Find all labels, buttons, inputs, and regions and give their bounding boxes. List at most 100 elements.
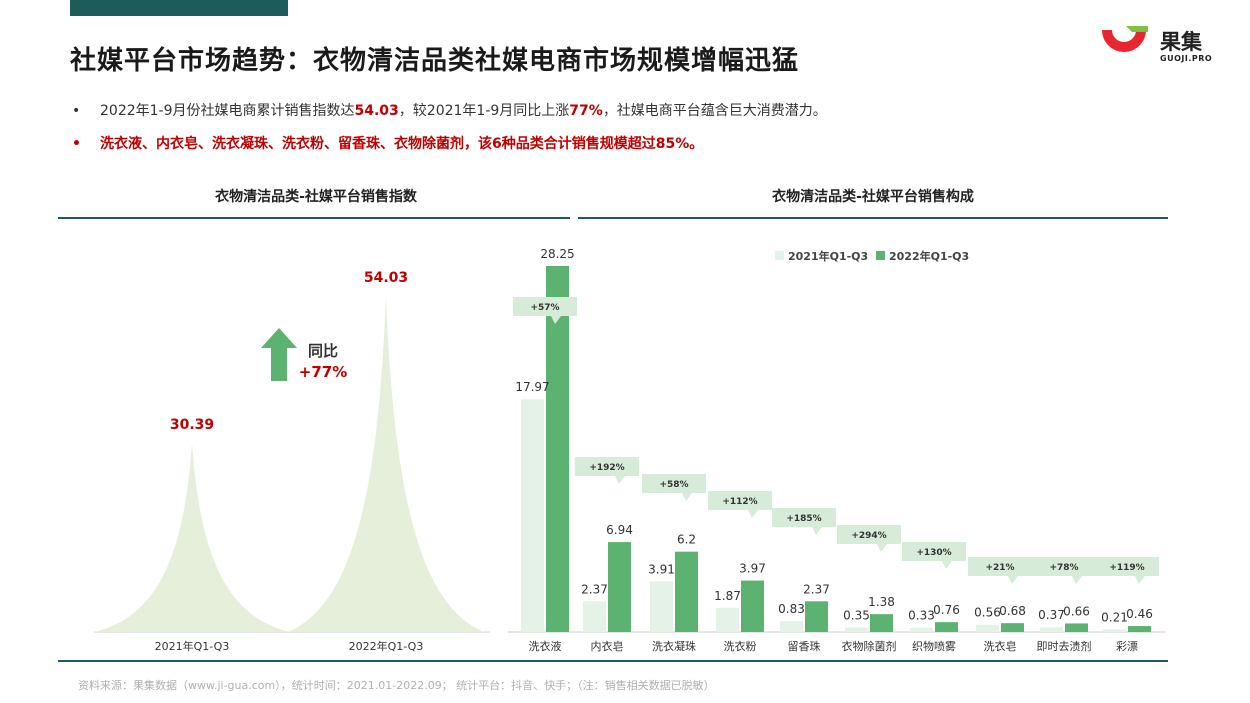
bar-2021-6 <box>910 627 933 632</box>
bullet-dot: • <box>72 136 81 152</box>
bar-2022-value-label-3: 3.97 <box>739 562 766 576</box>
bar-2022-8 <box>1065 623 1088 632</box>
bar-2022-7 <box>1001 623 1024 632</box>
bar-2021-value-label-9: 0.21 <box>1101 610 1128 624</box>
bar-category-label-1: 内衣皂 <box>591 639 624 653</box>
guoji-logo: 果集 GUOJI.PRO <box>1098 24 1243 68</box>
index-category-label-1: 2022年Q1-Q3 <box>349 639 424 653</box>
bar-category-label-3: 洗衣粉 <box>724 639 757 653</box>
bar-2022-value-label-4: 2.37 <box>803 582 830 596</box>
bar-2021-3 <box>716 607 739 632</box>
bar-2021-value-label-8: 0.37 <box>1038 608 1065 622</box>
legend-swatch-2021 <box>775 251 784 260</box>
growth-callout-label-6: +130% <box>916 548 951 558</box>
bar-2021-value-label-4: 0.83 <box>778 602 805 616</box>
index-peak-1 <box>288 296 484 632</box>
bar-2022-5 <box>870 614 893 632</box>
bar-category-label-6: 织物喷雾 <box>912 639 956 653</box>
bar-2021-0 <box>521 399 544 632</box>
bullet-1-text-b: ，较2021年1-9月同比上涨 <box>398 103 570 119</box>
index-value-label-0: 30.39 <box>170 417 214 433</box>
legend-label-2022: 2022年Q1-Q3 <box>889 249 969 263</box>
bar-2021-7 <box>976 624 999 632</box>
legend-label-2021: 2021年Q1-Q3 <box>788 249 868 263</box>
growth-callout-label-1: +192% <box>589 463 624 473</box>
bullet-1-text-c: ，社媒电商平台蕴含巨大消费潜力。 <box>602 103 827 119</box>
bar-2021-value-label-6: 0.33 <box>908 609 935 623</box>
bullet-1-value-index: 54.03 <box>354 103 399 119</box>
logo-name: 果集 <box>1160 30 1202 54</box>
bullet-2-text: 洗衣液、内衣皂、洗衣凝珠、洗衣粉、留香珠、衣物除菌剂，该6种品类合计销售规模超过… <box>100 136 704 152</box>
logo-domain: GUOJI.PRO <box>1160 54 1213 63</box>
bullet-summary: • 2022年1-9月份社媒电商累计销售指数达54.03，较2021年1-9月同比… <box>72 100 827 120</box>
left-panel-rule <box>58 217 570 219</box>
bar-2022-1 <box>608 542 631 632</box>
bar-2021-value-label-7: 0.56 <box>974 606 1001 620</box>
bar-2022-value-label-6: 0.76 <box>933 603 960 617</box>
bar-2022-4 <box>805 601 828 632</box>
growth-label: 同比 <box>308 342 338 360</box>
bottom-rule <box>58 660 1168 662</box>
growth-callout-label-4: +185% <box>786 514 821 524</box>
right-panel-rule <box>578 217 1168 219</box>
growth-callout-6 <box>902 542 966 569</box>
page-title: 社媒平台市场趋势：衣物清洁品类社媒电商市场规模增幅迅猛 <box>70 46 800 76</box>
growth-callout-1 <box>575 457 639 484</box>
index-value-label-1: 54.03 <box>364 270 408 286</box>
bar-2022-value-label-8: 0.66 <box>1063 604 1090 618</box>
bar-2022-6 <box>935 622 958 632</box>
bar-2021-value-label-0: 17.97 <box>515 380 549 394</box>
bar-2022-value-label-1: 6.94 <box>606 523 633 537</box>
growth-callout-0 <box>513 297 577 324</box>
bar-category-label-2: 洗衣凝珠 <box>652 639 696 653</box>
bar-2022-value-label-2: 6.2 <box>677 533 696 547</box>
growth-callout-label-2: +58% <box>659 480 688 490</box>
top-accent-bar <box>70 0 288 16</box>
bar-2022-value-label-0: 28.25 <box>540 247 574 261</box>
growth-callout-label-9: +119% <box>1109 563 1144 573</box>
bar-2021-value-label-1: 2.37 <box>581 582 608 596</box>
growth-callout-2 <box>642 474 706 501</box>
right-panel-title: 衣物清洁品类-社媒平台销售构成 <box>772 189 974 205</box>
bar-category-label-0: 洗衣液 <box>529 639 562 653</box>
bar-2021-1 <box>583 601 606 632</box>
bar-category-label-8: 即时去渍剂 <box>1037 639 1092 653</box>
bar-2021-5 <box>845 627 868 632</box>
growth-callout-9 <box>1095 557 1159 584</box>
growth-callout-3 <box>708 491 772 518</box>
bar-category-label-4: 留香珠 <box>788 639 821 653</box>
growth-callout-label-8: +78% <box>1049 563 1078 573</box>
legend-swatch-2022 <box>876 251 885 260</box>
growth-value: +77% <box>299 363 347 381</box>
bar-2021-4 <box>780 621 803 632</box>
bar-2022-value-label-5: 1.38 <box>868 595 895 609</box>
growth-callout-8 <box>1032 557 1096 584</box>
source-footnote: 资料来源：果集数据（www.ji-gua.com），统计时间：2021.01-2… <box>78 679 715 692</box>
index-peak-0 <box>94 443 290 632</box>
growth-callout-4 <box>772 508 836 535</box>
bar-2021-value-label-3: 1.87 <box>714 589 741 603</box>
growth-callout-label-3: +112% <box>722 497 757 507</box>
bar-2021-value-label-5: 0.35 <box>843 608 870 622</box>
bar-2021-2 <box>650 581 673 632</box>
bar-2022-3 <box>741 580 764 632</box>
bar-2022-value-label-7: 0.68 <box>999 604 1026 618</box>
growth-up-arrow-icon <box>261 328 297 381</box>
bar-2022-value-label-9: 0.46 <box>1126 607 1153 621</box>
bar-category-label-5: 衣物除菌剂 <box>842 639 897 653</box>
bar-category-label-9: 彩漂 <box>1116 640 1138 653</box>
bar-2021-9 <box>1103 629 1126 632</box>
bullet-categories: • 洗衣液、内衣皂、洗衣凝珠、洗衣粉、留香珠、衣物除菌剂，该6种品类合计销售规模超… <box>72 133 703 153</box>
bar-2021-8 <box>1040 627 1063 632</box>
growth-callout-7 <box>968 557 1032 584</box>
growth-callout-label-0: +57% <box>530 303 559 313</box>
bar-2022-2 <box>675 551 698 632</box>
bullet-1-value-growth: 77% <box>569 103 603 119</box>
bullet-1-text-a: 2022年1-9月份社媒电商累计销售指数达 <box>100 103 355 119</box>
index-category-label-0: 2021年Q1-Q3 <box>155 639 230 653</box>
bar-2021-value-label-2: 3.91 <box>648 562 675 576</box>
growth-callout-5 <box>837 525 901 552</box>
left-panel-title: 衣物清洁品类-社媒平台销售指数 <box>215 189 417 205</box>
bullet-dot: • <box>72 103 81 119</box>
